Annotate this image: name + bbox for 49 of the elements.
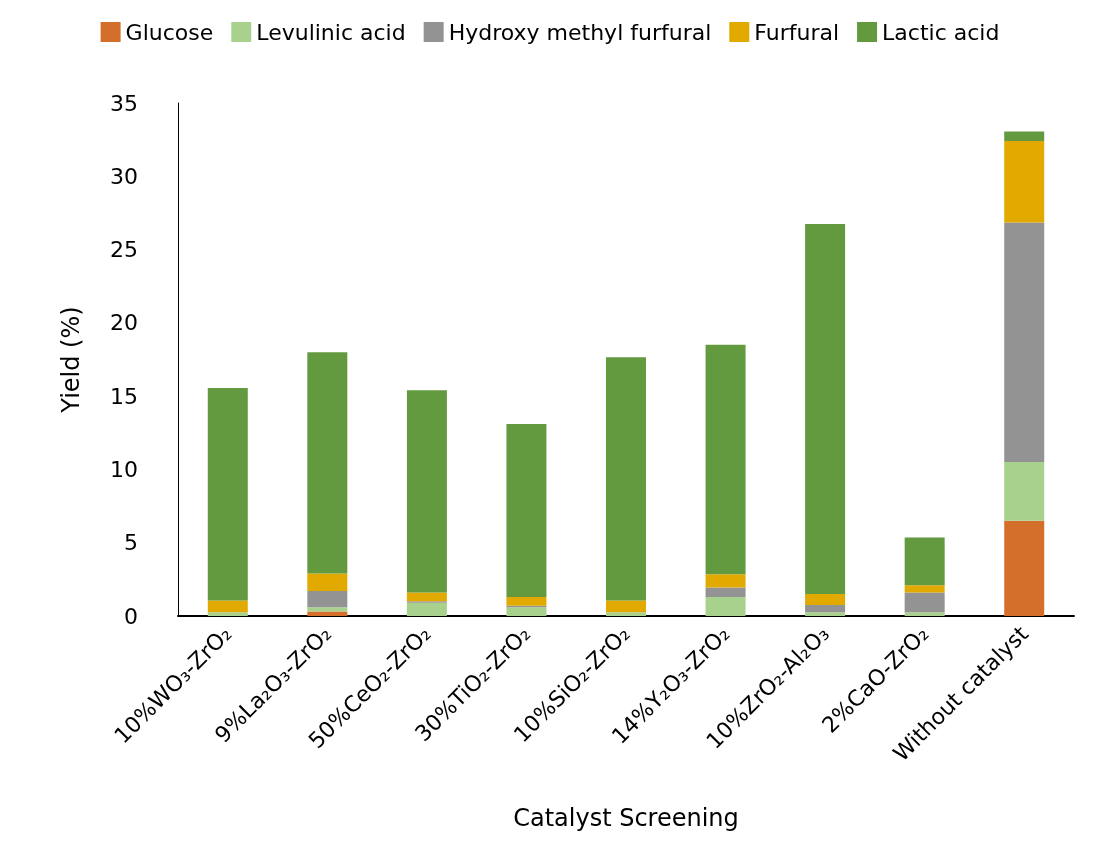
bar [1004,462,1045,521]
bar [406,602,447,616]
bar [307,573,348,592]
bar [904,612,945,616]
y-tick-label: 5 [124,530,138,556]
bar [904,585,945,593]
y-tick-label: 35 [110,90,138,116]
bar [207,612,248,616]
bar [506,596,547,606]
bar [307,611,348,616]
bar [307,591,348,608]
bar [805,605,846,613]
legend-label: Levulinic acid [256,19,406,45]
legend-label: Furfural [754,19,840,45]
bar [506,607,547,616]
legend-label: Lactic acid [882,19,1000,45]
bar [705,596,746,616]
bar [207,388,248,601]
y-axis-title: Yield (%) [57,306,85,414]
bar [705,587,746,597]
bar [705,344,746,575]
bar [805,594,846,606]
legend-label: Glucose [125,19,214,45]
bar [904,537,945,586]
y-tick-label: 20 [110,310,138,336]
x-axis-title: Catalyst Screening [513,804,739,832]
bar [805,223,846,595]
y-tick-label: 10 [110,456,138,482]
bar [705,574,746,588]
bar [307,607,348,612]
bar [506,423,547,597]
legend-label: Hydroxy methyl furfural [448,19,712,45]
bar [1004,222,1045,463]
bar [1004,141,1045,223]
bar [606,600,646,613]
bar [406,390,447,593]
bar [904,592,945,613]
bar [307,352,348,574]
bar [606,357,646,601]
bar [1004,131,1045,142]
bar [606,612,646,616]
bar [1004,520,1045,616]
bar [207,600,248,613]
bar [805,612,846,616]
y-tick-label: 30 [110,163,138,189]
bar [406,592,447,602]
y-tick-label: 0 [124,603,138,629]
y-tick-label: 15 [110,383,138,409]
y-tick-label: 25 [110,237,138,263]
